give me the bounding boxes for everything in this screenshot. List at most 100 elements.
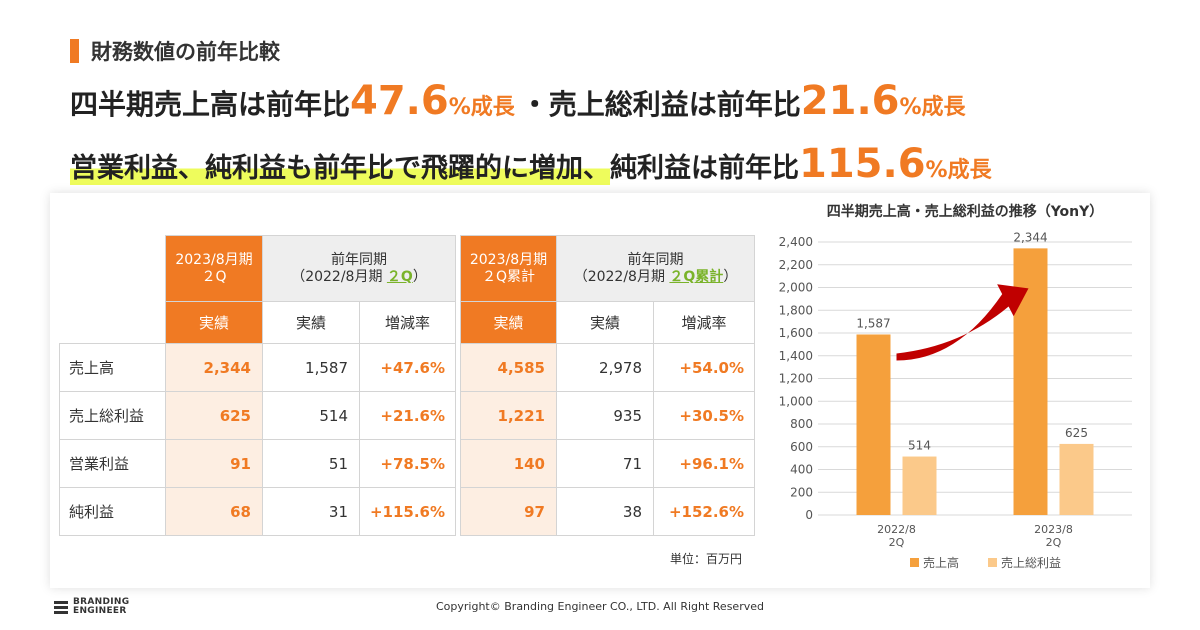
y-tick-label: 600 xyxy=(790,440,813,454)
headline1-unit-1: %成長 xyxy=(448,95,515,120)
headline2-unit: %成長 xyxy=(925,158,992,183)
cell-change: +54.0% xyxy=(652,343,756,392)
headline2-text: 純利益は前年比 xyxy=(610,153,799,184)
y-tick-label: 400 xyxy=(790,463,813,477)
headline2-value: 115.6 xyxy=(799,141,926,187)
cell-prior: 514 xyxy=(262,391,360,440)
cell-change: +152.6% xyxy=(652,487,756,536)
cell-change: +21.6% xyxy=(358,391,457,440)
cell-current: 140 xyxy=(460,439,557,488)
x-tick-label: 2Q xyxy=(1046,536,1062,549)
cell-prior: 31 xyxy=(262,487,360,536)
legend-swatch xyxy=(910,558,919,567)
growth-arrow-icon xyxy=(896,284,1029,361)
table-row: 売上高 2,344 1,587 +47.6% xyxy=(59,343,457,392)
headline1-unit-2: %成長 xyxy=(899,95,966,120)
table-row: 4,585 2,978 +54.0% xyxy=(460,343,756,392)
y-tick-label: 0 xyxy=(805,508,813,522)
bar-chart: 0 200 400 600 800 1,000 1,200 1,400 1,600 1,800 2,… xyxy=(779,230,1132,570)
cell-current: 91 xyxy=(165,439,263,488)
y-tick-label: 1,400 xyxy=(779,349,813,363)
cell-current: 97 xyxy=(460,487,557,536)
section-label: 財務数値の前年比較 xyxy=(70,38,280,64)
y-tick-label: 2,200 xyxy=(779,258,813,272)
cumulative-table: 2023/8月期 ２Q累計 前年同期 （2022/8月期 ２Q累計） 実績 実績 増… xyxy=(460,235,756,536)
y-tick-label: 1,600 xyxy=(779,326,813,340)
headline-profit: 営業利益、純利益も前年比で飛躍的に増加、 純利益は前年比 115.6 %成長 xyxy=(70,141,992,187)
table-corner xyxy=(59,235,166,344)
copyright: Copyright© Branding Engineer CO., LTD. A… xyxy=(436,600,764,613)
table-row: 140 71 +96.1% xyxy=(460,439,756,488)
y-tick-label: 800 xyxy=(790,417,813,431)
bar xyxy=(856,334,891,515)
subheader-actual-prior: 実績 xyxy=(262,301,360,344)
header-prior-quarter: 前年同期 （2022/8月期 ２Q） xyxy=(261,235,457,302)
row-label: 売上総利益 xyxy=(59,391,166,440)
brand-mark-icon xyxy=(54,600,68,614)
cell-change: +78.5% xyxy=(358,439,457,488)
headline2-highlight: 営業利益、純利益も前年比で飛躍的に増加、 xyxy=(70,146,610,185)
cell-change: +47.6% xyxy=(358,343,457,392)
data-label: 514 xyxy=(908,439,931,453)
cell-prior: 51 xyxy=(262,439,360,488)
legend-swatch xyxy=(988,558,997,567)
content-panel: 2023/8月期 ２Q 前年同期 （2022/8月期 ２Q） 実績 実績 増減率 売… xyxy=(50,193,1150,588)
cell-prior: 935 xyxy=(556,391,654,440)
y-tick-label: 1,000 xyxy=(779,394,813,408)
chart-title: 四半期売上高・売上総利益の推移（YonY） xyxy=(826,204,1104,220)
subheader-actual-current: 実績 xyxy=(460,301,557,344)
cell-current: 2,344 xyxy=(165,343,263,392)
bar xyxy=(902,456,937,515)
subheader-change: 増減率 xyxy=(652,301,756,344)
y-tick-label: 2,400 xyxy=(779,235,813,249)
section-label-text: 財務数値の前年比較 xyxy=(91,40,280,64)
table-row: 97 38 +152.6% xyxy=(460,487,756,536)
x-tick-label: 2022/8 xyxy=(877,523,916,536)
y-tick-label: 200 xyxy=(790,485,813,499)
table-row: 営業利益 91 51 +78.5% xyxy=(59,439,457,488)
data-label: 625 xyxy=(1065,426,1088,440)
row-label: 営業利益 xyxy=(59,439,166,488)
header-current-quarter: 2023/8月期 ２Q xyxy=(165,235,263,302)
table-row: 1,221 935 +30.5% xyxy=(460,391,756,440)
y-tick-label: 1,200 xyxy=(779,372,813,386)
cell-prior: 38 xyxy=(556,487,654,536)
headline1-value-gross: 21.6 xyxy=(800,78,900,124)
x-tick-label: 2Q xyxy=(889,536,905,549)
data-label: 2,344 xyxy=(1013,230,1047,244)
legend-label: 売上高 xyxy=(923,555,959,570)
cell-prior: 71 xyxy=(556,439,654,488)
headline1-text-a: 四半期売上高は前年比 xyxy=(70,88,351,121)
data-label: 1,587 xyxy=(856,316,890,330)
cell-current: 625 xyxy=(165,391,263,440)
cell-prior: 2,978 xyxy=(556,343,654,392)
row-label: 売上高 xyxy=(59,343,166,392)
quarter-table: 2023/8月期 ２Q 前年同期 （2022/8月期 ２Q） 実績 実績 増減率 売… xyxy=(59,235,457,536)
subheader-actual-prior: 実績 xyxy=(556,301,654,344)
cell-current: 4,585 xyxy=(460,343,557,392)
cell-current: 1,221 xyxy=(460,391,557,440)
header-prior-cumulative: 前年同期 （2022/8月期 ２Q累計） xyxy=(555,235,756,302)
cell-change: +30.5% xyxy=(652,391,756,440)
x-tick-label: 2023/8 xyxy=(1034,523,1073,536)
header-current-cumulative: 2023/8月期 ２Q累計 xyxy=(460,235,557,302)
row-label: 純利益 xyxy=(59,487,166,536)
unit-note: 単位：百万円 xyxy=(670,552,743,566)
cell-change: +96.1% xyxy=(652,439,756,488)
table-row: 売上総利益 625 514 +21.6% xyxy=(59,391,457,440)
cell-prior: 1,587 xyxy=(262,343,360,392)
y-tick-label: 1,800 xyxy=(779,303,813,317)
brand-logo: BRANDING ENGINEER xyxy=(54,598,129,616)
subheader-change: 増減率 xyxy=(358,301,457,344)
y-tick-label: 2,000 xyxy=(779,281,813,295)
table-row: 純利益 68 31 +115.6% xyxy=(59,487,457,536)
headline-revenue: 四半期売上高は前年比 47.6 %成長 ・売上総利益は前年比 21.6 %成長 xyxy=(70,78,966,124)
cell-change: +115.6% xyxy=(358,487,457,536)
section-accent-bar xyxy=(70,39,79,63)
brand-wordmark: BRANDING ENGINEER xyxy=(73,597,130,616)
headline1-value-revenue: 47.6 xyxy=(350,78,449,124)
subheader-actual-current: 実績 xyxy=(165,301,263,344)
headline1-text-b: ・売上総利益は前年比 xyxy=(520,88,801,121)
bar xyxy=(1059,443,1094,515)
legend-label: 売上総利益 xyxy=(1001,555,1061,570)
